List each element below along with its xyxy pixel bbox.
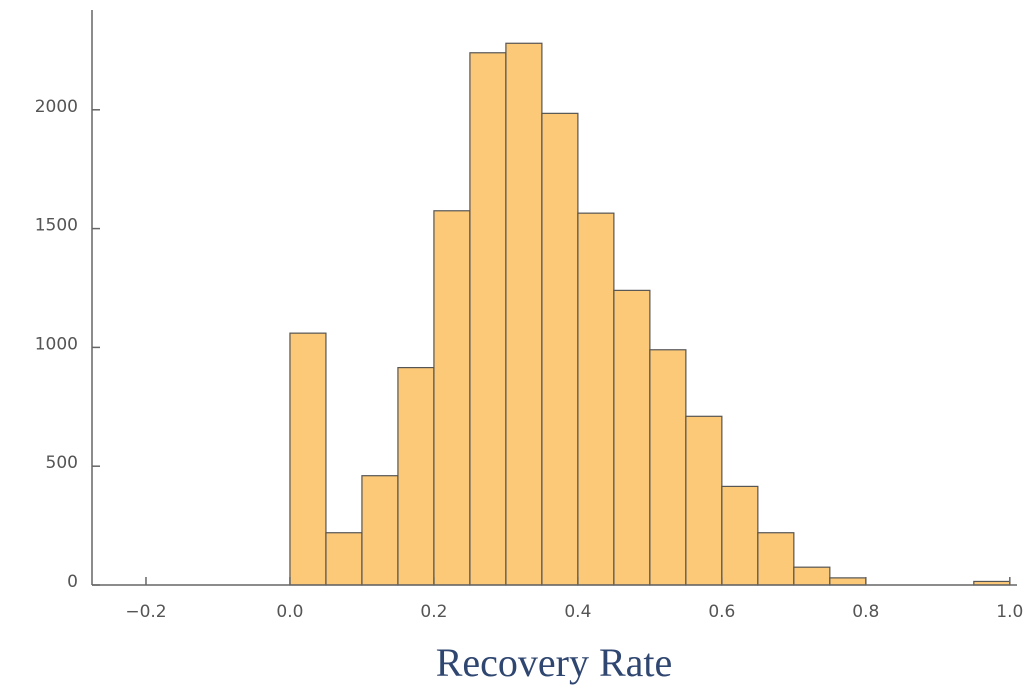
x-axis-label: Recovery Rate <box>436 640 673 685</box>
bar <box>433 210 471 586</box>
bar <box>541 112 579 586</box>
x-tick-label: 0.6 <box>708 602 735 622</box>
bar <box>325 532 363 586</box>
bar <box>613 289 651 586</box>
y-tick-label: 0 <box>67 572 78 592</box>
bar <box>289 332 327 586</box>
x-tick-label: 1.0 <box>996 602 1023 622</box>
x-tick-label: 0.8 <box>852 602 879 622</box>
bar <box>721 485 759 586</box>
x-tick-label: −0.2 <box>125 602 166 622</box>
bar <box>505 42 543 586</box>
x-tick-label: 0.0 <box>276 602 303 622</box>
bar <box>577 212 615 586</box>
bar <box>793 566 831 586</box>
x-tick-label: 0.2 <box>420 602 447 622</box>
y-tick-label: 2000 <box>35 97 78 117</box>
y-tick-label: 1500 <box>35 216 78 236</box>
bar <box>361 475 399 586</box>
y-tick-label: 1000 <box>35 334 78 354</box>
bar <box>757 532 795 586</box>
x-tick-label: 0.4 <box>564 602 591 622</box>
bar <box>469 52 507 586</box>
bar <box>685 415 723 586</box>
bar <box>649 349 687 586</box>
y-tick-label: 500 <box>46 453 78 473</box>
bar <box>829 577 867 586</box>
bar <box>397 366 435 586</box>
